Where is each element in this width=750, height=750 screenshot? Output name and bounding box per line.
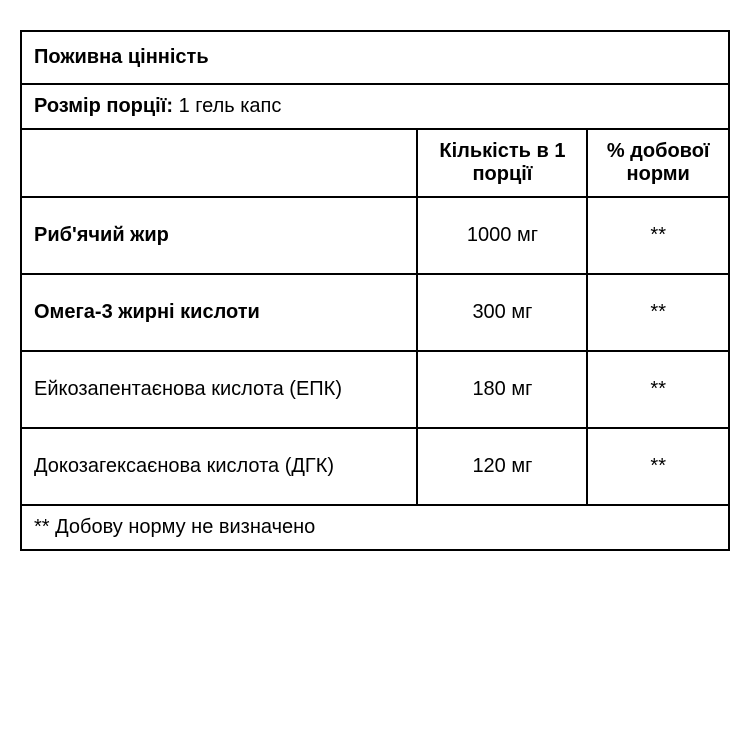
footnote: ** Добову норму не визначено — [21, 505, 729, 550]
row-amount: 180 мг — [417, 351, 587, 428]
table-row: Омега-3 жирні кислоти 300 мг ** — [21, 274, 729, 351]
table-row: Ейкозапентаєнова кислота (ЕПК) 180 мг ** — [21, 351, 729, 428]
row-name: Ейкозапентаєнова кислота (ЕПК) — [21, 351, 417, 428]
row-amount: 300 мг — [417, 274, 587, 351]
row-dv: ** — [587, 274, 729, 351]
row-amount: 120 мг — [417, 428, 587, 505]
row-dv: ** — [587, 428, 729, 505]
table-row: Риб'ячий жир 1000 мг ** — [21, 197, 729, 274]
col-amount-header: Кількість в 1 порції — [417, 129, 587, 197]
serving-label: Розмір порції: — [34, 95, 173, 117]
row-dv: ** — [587, 351, 729, 428]
header-row: Кількість в 1 порції % добової норми — [21, 129, 729, 197]
row-name: Омега-3 жирні кислоти — [21, 274, 417, 351]
title-row: Поживна цінність — [21, 31, 729, 84]
nutrition-table: Поживна цінність Розмір порції: 1 гель к… — [20, 30, 730, 551]
row-amount: 1000 мг — [417, 197, 587, 274]
footnote-row: ** Добову норму не визначено — [21, 505, 729, 550]
row-name: Риб'ячий жир — [21, 197, 417, 274]
row-name: Докозагексаєнова кислота (ДГК) — [21, 428, 417, 505]
table-row: Докозагексаєнова кислота (ДГК) 120 мг ** — [21, 428, 729, 505]
col-dv-header: % добової норми — [587, 129, 729, 197]
serving-cell: Розмір порції: 1 гель капс — [21, 84, 729, 129]
row-dv: ** — [587, 197, 729, 274]
col-name-header — [21, 129, 417, 197]
table-title: Поживна цінність — [21, 31, 729, 84]
serving-value: 1 гель капс — [179, 95, 282, 117]
serving-row: Розмір порції: 1 гель капс — [21, 84, 729, 129]
